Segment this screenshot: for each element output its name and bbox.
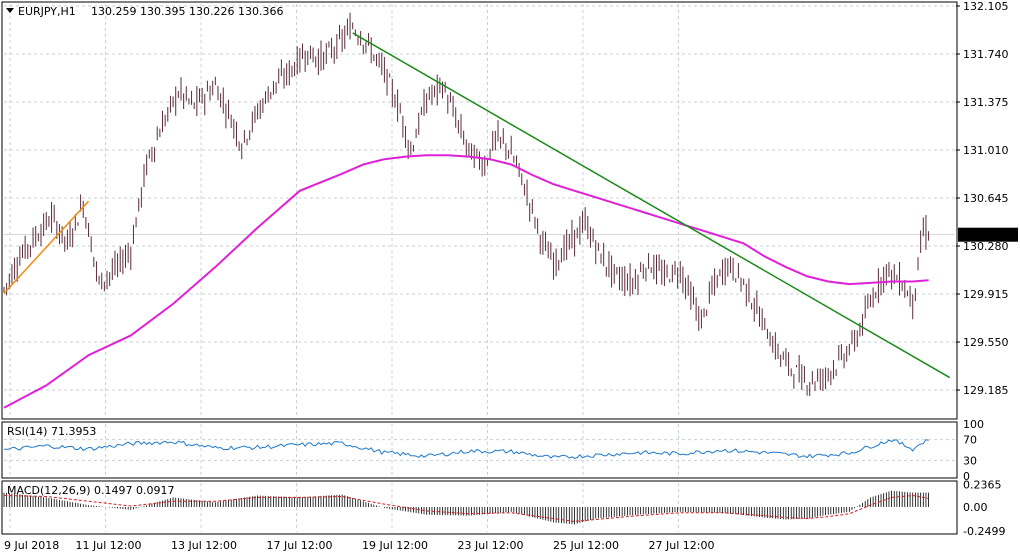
current-price-label: 130.366 (962, 229, 1008, 242)
rsi-tick-label: 30 (963, 454, 977, 467)
rsi-line (3, 439, 929, 459)
uptrend-line (3, 200, 90, 294)
ohlc-label: 130.259 130.395 130.226 130.366 (91, 5, 283, 18)
overlays (3, 32, 951, 409)
y-tick-label: 131.375 (963, 96, 1009, 109)
price-axis: 132.105 131.740 131.375 131.010 130.645 130.2… (956, 0, 1009, 397)
rsi-tick-label: 70 (963, 434, 977, 447)
x-tick-label: 17 Jul 12:00 (267, 539, 333, 552)
macd-panel: 0.2365 0.00 -0.2499 (3, 478, 1005, 538)
x-tick-label: 13 Jul 12:00 (171, 539, 237, 552)
y-tick-label: 129.185 (963, 384, 1009, 397)
macd-tick-label: 0.2365 (963, 478, 1002, 491)
moving-average-line (3, 154, 929, 409)
macd-tick-label: -0.2499 (963, 525, 1005, 538)
grid (4, 4, 955, 532)
y-tick-label: 129.915 (963, 288, 1009, 301)
y-tick-label: 131.010 (963, 144, 1009, 157)
rsi-title: RSI(14) 71.3953 (7, 425, 96, 438)
y-tick-label: 132.105 (963, 0, 1009, 13)
y-tick-label: 129.550 (963, 336, 1009, 349)
symbol-label: EURJPY,H1 (18, 5, 76, 18)
x-tick-label: 9 Jul 2018 (4, 539, 59, 552)
y-tick-label: 130.280 (963, 240, 1009, 253)
rsi-tick-label: 0 (963, 470, 970, 483)
x-tick-label: 11 Jul 12:00 (76, 539, 142, 552)
main-panel-frame (1, 1, 958, 420)
macd-panel-frame (1, 480, 958, 535)
rsi-panel: 100 70 30 0 (3, 418, 984, 483)
candles (3, 12, 930, 396)
x-tick-label: 25 Jul 12:00 (553, 539, 619, 552)
downtrend-line (352, 32, 951, 379)
macd-tick-label: 0.00 (963, 501, 988, 514)
y-tick-label: 131.740 (963, 48, 1009, 61)
dropdown-triangle-icon[interactable] (6, 8, 14, 13)
rsi-panel-frame (1, 421, 958, 479)
current-price-tag (958, 227, 1018, 242)
x-tick-label: 19 Jul 12:00 (362, 539, 428, 552)
rsi-tick-label: 100 (963, 418, 984, 431)
x-tick-label: 27 Jul 12:00 (649, 539, 715, 552)
x-tick-label: 23 Jul 12:00 (458, 539, 524, 552)
macd-title: MACD(12,26,9) 0.1497 0.0917 (7, 484, 175, 497)
y-tick-label: 130.645 (963, 192, 1009, 205)
time-axis: 9 Jul 2018 11 Jul 12:00 13 Jul 12:00 17 Jul… (4, 539, 714, 552)
